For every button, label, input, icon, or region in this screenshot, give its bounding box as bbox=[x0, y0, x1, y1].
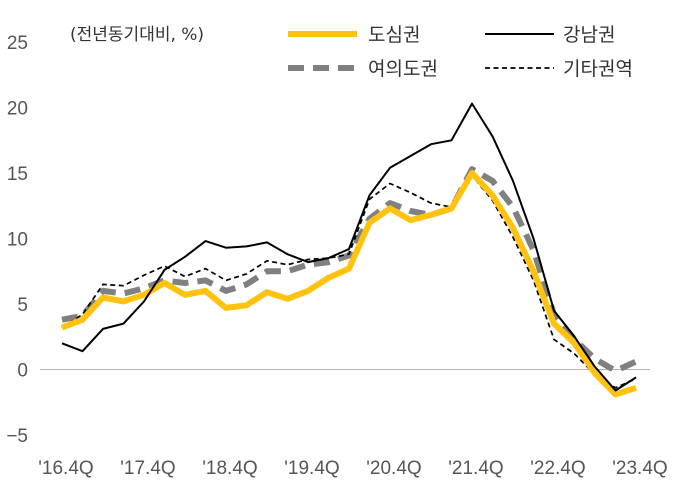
y-axis-ticks: −5 0 5 10 15 20 25 bbox=[6, 33, 650, 447]
legend-label-0: 도심권 bbox=[368, 24, 420, 46]
x-tick-5: '21.4Q bbox=[448, 458, 503, 479]
y-tick-2: 5 bbox=[17, 295, 28, 316]
legend-label-3: 기타권역 bbox=[563, 58, 633, 80]
x-tick-3: '19.4Q bbox=[284, 458, 339, 479]
y-tick-5: 20 bbox=[7, 99, 28, 120]
y-tick-1: 0 bbox=[17, 361, 28, 382]
x-tick-4: '20.4Q bbox=[366, 458, 421, 479]
x-tick-1: '17.4Q bbox=[120, 458, 175, 479]
y-tick-6: 25 bbox=[7, 33, 28, 54]
y-tick-3: 10 bbox=[7, 230, 28, 251]
series-line-2 bbox=[61, 166, 638, 374]
y-tick-4: 15 bbox=[7, 164, 28, 185]
series-line-0 bbox=[60, 170, 637, 398]
x-tick-0: '16.4Q bbox=[38, 458, 93, 479]
y-tick-0: −5 bbox=[6, 426, 28, 447]
x-tick-7: '23.4Q bbox=[612, 458, 667, 479]
x-tick-2: '18.4Q bbox=[202, 458, 257, 479]
x-tick-6: '22.4Q bbox=[530, 458, 585, 479]
x-axis-ticks: '16.4Q '17.4Q '18.4Q '19.4Q '20.4Q '21.4Q '22.… bbox=[38, 458, 667, 479]
legend-label-1: 강남권 bbox=[563, 24, 615, 46]
series-line-1 bbox=[61, 102, 637, 392]
legend-label-2: 여의도권 bbox=[368, 58, 438, 80]
unit-label: (전년동기대비, %) bbox=[70, 25, 204, 45]
legend: 도심권 강남권 여의도권 기타권역 bbox=[288, 24, 633, 80]
series-line-3 bbox=[61, 174, 637, 389]
series-lines bbox=[60, 102, 638, 398]
